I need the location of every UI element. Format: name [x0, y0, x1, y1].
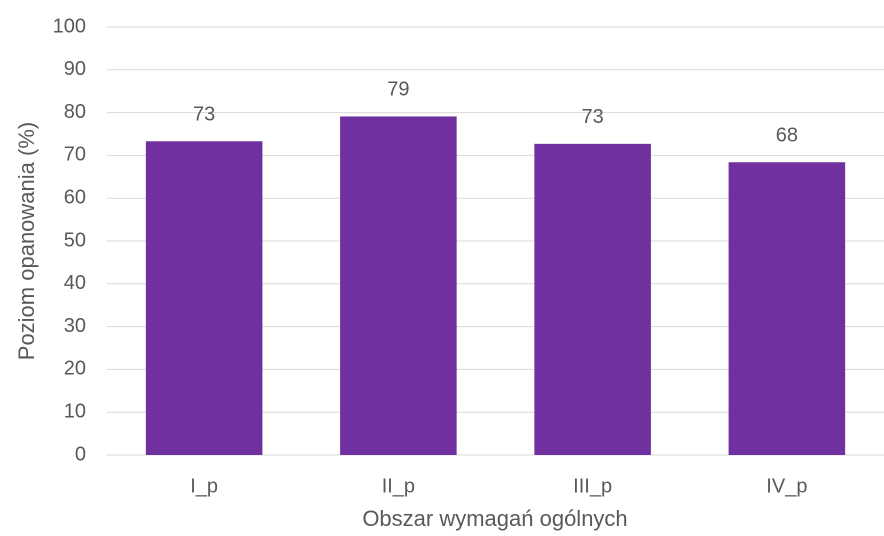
y-tick-label: 50	[64, 229, 86, 251]
y-axis-title: Poziom opanowania (%)	[14, 122, 39, 360]
y-tick-label: 100	[53, 15, 86, 37]
bar	[728, 162, 846, 456]
x-tick-label: I_p	[190, 475, 218, 497]
y-tick-label: 60	[64, 186, 86, 208]
y-tick-label: 10	[64, 400, 86, 422]
y-tick-label: 0	[75, 443, 86, 465]
y-tick-label: 20	[64, 358, 86, 380]
data-label: 68	[776, 125, 798, 147]
y-tick-label: 90	[64, 58, 86, 80]
y-tick-label: 70	[64, 144, 86, 166]
bar	[340, 116, 457, 456]
data-label: 79	[387, 79, 409, 101]
y-tick-label: 40	[64, 272, 86, 294]
x-tick-label: III_p	[573, 475, 612, 497]
data-label: 73	[582, 106, 604, 128]
x-tick-label: II_p	[382, 475, 415, 497]
data-label: 73	[193, 104, 215, 126]
x-tick-label: IV_p	[766, 475, 807, 497]
bar	[145, 141, 263, 455]
x-axis-title: Obszar wymagań ogólnych	[362, 506, 627, 531]
bar	[534, 143, 651, 455]
y-tick-label: 80	[64, 101, 86, 123]
y-tick-label: 30	[64, 315, 86, 337]
